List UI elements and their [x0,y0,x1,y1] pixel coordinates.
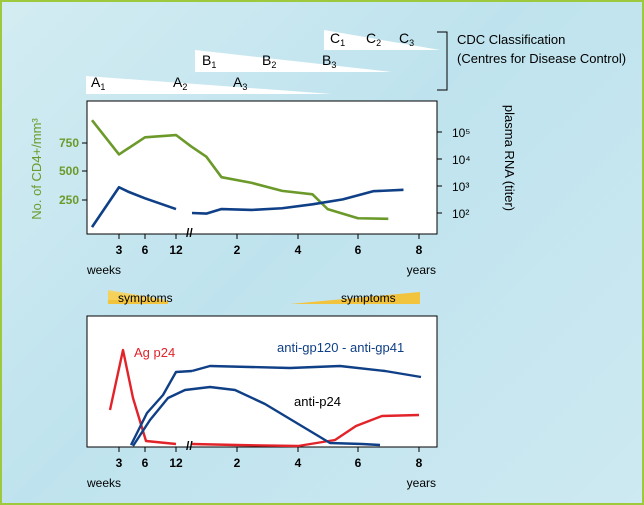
ag-p24-line-segment-1 [191,413,420,448]
cd4-tick-250: 250 [59,193,79,207]
top-panel [86,100,438,235]
bottom-x-axis: 3 6 12 2 4 6 8 weeks years // [86,439,436,490]
bottom-xtick-12: 12 [169,456,183,470]
stage-c3: C3 [399,30,414,48]
top-xtick-3: 3 [116,243,123,257]
top-axis-break: // [186,226,193,240]
symptoms-bar-right [290,292,420,304]
plasma-rna-line-after-break [191,188,404,215]
cdc-stage-labels: A1 A2 A3 B1 B2 B3 C1 C2 C3 [91,30,414,92]
top-left-ticks: 750 500 250 [59,136,87,207]
stage-c1: C1 [330,30,345,48]
cdc-title: CDC Classification [457,32,565,47]
anti-gp120-gp41-line [129,369,193,446]
top-right-ticks: 10⁵ 10⁴ 10³ 10² [437,126,471,221]
bottom-xtick-6: 6 [142,456,149,470]
rna-tick-1e3: 10³ [452,180,469,194]
symptoms-label-left: symptoms [118,291,173,305]
stage-a1: A1 [91,74,105,92]
cdc-wedges [86,30,440,94]
top-xtick-2: 2 [234,243,241,257]
legend-anti-p24: anti-p24 [294,394,341,409]
rna-tick-1e5: 10⁵ [452,126,470,140]
bottom-xtick-2: 2 [234,456,241,470]
wedge-c [324,30,440,50]
stage-a2: A2 [173,74,187,92]
bottom-xtick-8: 8 [416,456,423,470]
stage-b2: B2 [262,52,276,70]
rna-tick-1e2: 10² [452,207,469,221]
wedge-a [86,76,332,94]
stage-b3: B3 [322,52,336,70]
stage-c2: C2 [366,30,381,48]
cd4-tick-500: 500 [59,164,79,178]
bottom-xtick-4: 4 [295,456,302,470]
top-xtick-6y: 6 [355,243,362,257]
cdc-subtitle: (Centres for Disease Control) [457,51,626,66]
legend-anti-gp120: anti-gp120 - anti-gp41 [277,340,404,355]
anti-p24-line [131,385,381,447]
cd4-tick-750: 750 [59,136,79,150]
top-x-axis: 3 6 12 2 4 6 8 weeks years // [86,226,436,277]
top-years-label: years [407,263,436,277]
wedge-b [195,50,392,72]
top-curves [90,119,404,228]
bottom-curves [108,348,422,448]
cd4-count-line [90,119,389,221]
bottom-xtick-3: 3 [116,456,123,470]
stage-a3: A3 [233,74,247,92]
legend-ag-p24: Ag p24 [134,345,175,360]
plasma-rna-line [90,185,177,228]
top-xtick-6: 6 [142,243,149,257]
rna-axis-label: plasma RNA (titer) [502,105,517,211]
symptoms-label-right: symptoms [341,291,396,305]
bottom-years-label: years [407,476,436,490]
ag-p24-line [108,348,177,446]
cdc-bracket [437,31,448,91]
top-xtick-4: 4 [295,243,302,257]
bottom-xtick-6y: 6 [355,456,362,470]
top-xtick-8: 8 [416,243,423,257]
bottom-axis-break: // [186,439,193,453]
rna-tick-1e4: 10⁴ [452,153,471,167]
top-xtick-12: 12 [169,243,183,257]
cd4-axis-label: No. of CD4+/mm³ [29,118,44,220]
bottom-weeks-label: weeks [86,476,121,490]
anti-gp120-gp41-line-segment-1 [191,364,422,379]
top-weeks-label: weeks [86,263,121,277]
